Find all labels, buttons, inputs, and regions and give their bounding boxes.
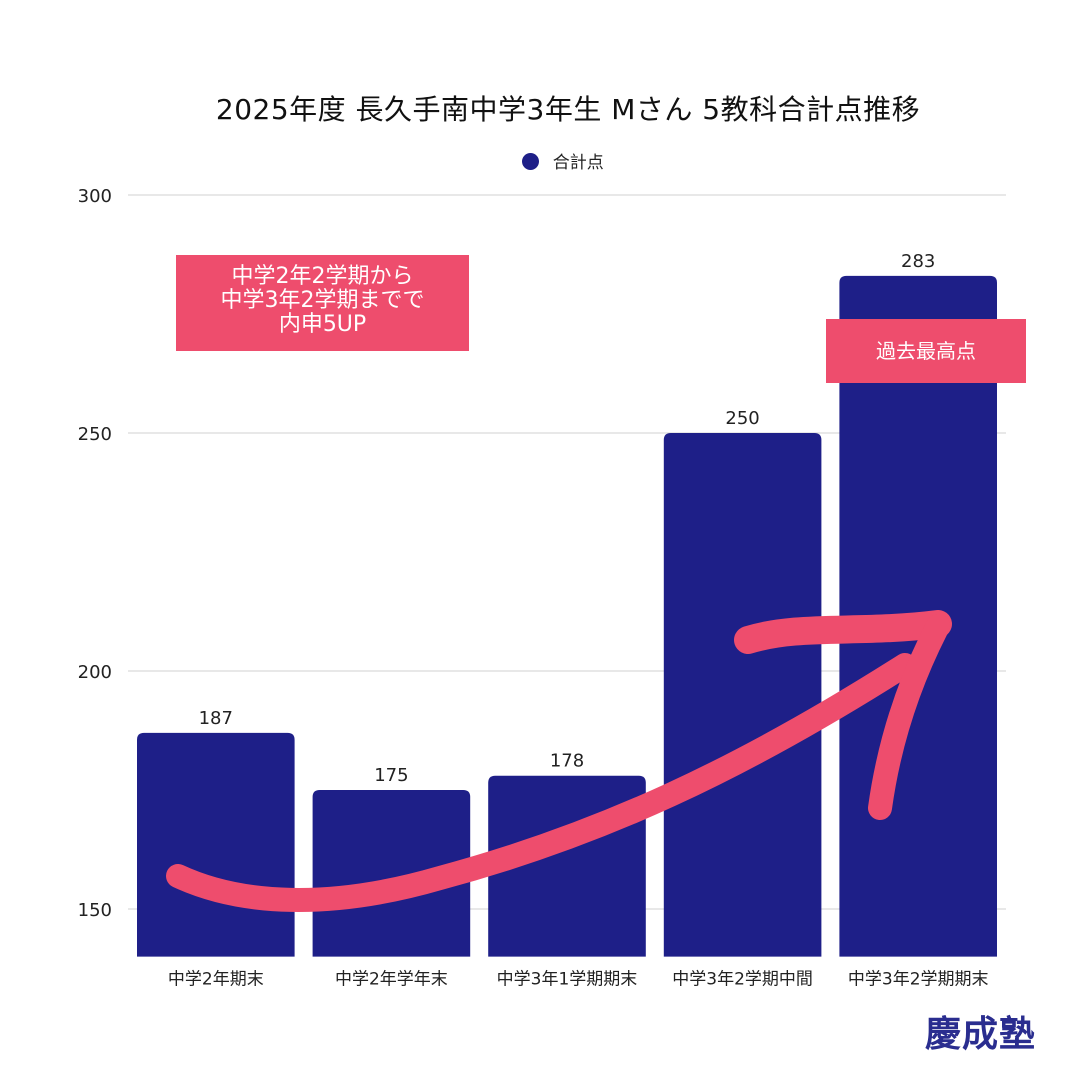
data-label: 175 [374, 765, 408, 786]
y-axis-ticks: 150 200 250 300 [78, 186, 112, 921]
data-label: 178 [550, 751, 584, 772]
y-tick-label: 150 [78, 900, 112, 921]
y-tick-label: 300 [78, 186, 112, 207]
callout-best-score: 過去最高点 [826, 319, 1026, 383]
trend-arrow-head-top [734, 610, 952, 654]
x-tick-label: 中学2年期末 [168, 970, 264, 990]
x-tick-label: 中学3年2学期期末 [848, 970, 989, 990]
data-label: 283 [901, 251, 935, 272]
brand-logo: 慶成塾 [925, 1014, 1037, 1055]
data-label: 187 [199, 708, 233, 729]
bar-1 [312, 790, 471, 957]
callout-naishin-up: 中学2年2学期から 中学3年2学期までで 内申5UP [176, 255, 469, 351]
callout-line-1: 中学2年2学期から [231, 264, 414, 289]
x-tick-label: 中学3年1学期期末 [497, 970, 638, 990]
y-tick-label: 250 [78, 424, 112, 445]
trend-arrow-head-bottom [868, 614, 950, 820]
callout-line-3: 内申5UP [278, 312, 367, 337]
legend: 合計点 [0, 148, 1080, 173]
trend-arrow-shaft [166, 653, 917, 912]
bar-0 [137, 732, 295, 957]
legend-label: 合計点 [552, 153, 604, 173]
y-tick-label: 200 [78, 662, 112, 683]
callout-line-2: 中学3年2学期までで [220, 288, 425, 313]
data-labels: 187 175 178 250 283 [199, 251, 936, 786]
bar-3 [663, 433, 822, 957]
chart-title: 2025年度 長久手南中学3年生 Mさん 5教科合計点推移 [215, 93, 921, 126]
legend-marker-icon [522, 153, 540, 170]
x-tick-label: 中学3年2学期中間 [672, 970, 813, 990]
x-tick-label: 中学2年学年末 [335, 970, 448, 990]
data-label: 250 [725, 408, 759, 429]
trend-arrow [166, 610, 952, 912]
x-axis-ticks: 中学2年期末 中学2年学年末 中学3年1学期期末 中学3年2学期中間 中学3年2学期期末 [168, 970, 989, 990]
